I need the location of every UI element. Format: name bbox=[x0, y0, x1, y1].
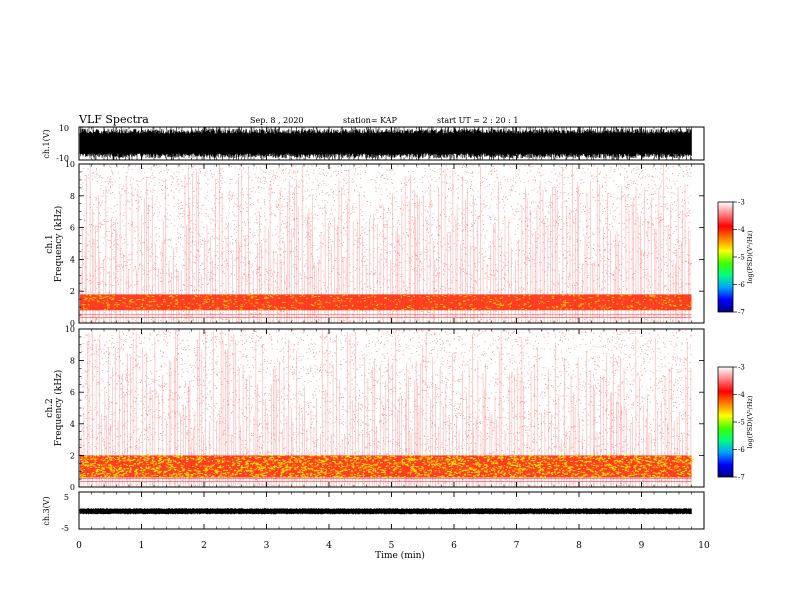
ch1-spectrogram-ylabel: Frequency (kHz) bbox=[53, 206, 64, 283]
freq-tick-label: 10 bbox=[65, 160, 75, 169]
date-label: Sep. 8 , 2020 bbox=[250, 116, 304, 125]
spectrogram-intense-band bbox=[80, 294, 692, 311]
figure-title: VLF Spectra bbox=[78, 113, 149, 126]
ch1-spectrogram-channel-label: ch.1 bbox=[45, 234, 55, 253]
freq-tick-label: 2 bbox=[70, 287, 75, 296]
freq-tick-label: 6 bbox=[70, 224, 75, 233]
ch1-ytick-top: 10 bbox=[59, 124, 69, 133]
freq-tick-label: 0 bbox=[70, 319, 75, 328]
colorbar-tick-label: -6 bbox=[738, 281, 745, 289]
spectrogram-yellow-speckle bbox=[81, 293, 693, 311]
ch3-waveform-trace bbox=[79, 508, 692, 515]
time-tick-label: 10 bbox=[698, 541, 710, 551]
ch1-colorbar-ramp bbox=[717, 201, 734, 313]
colorbar-tick-label: -5 bbox=[738, 419, 745, 427]
ch1-waveform-line bbox=[79, 127, 692, 160]
freq-tick-label: 0 bbox=[70, 483, 75, 492]
colorbar-tick-label: -6 bbox=[738, 446, 745, 454]
ch3-ytick-bottom: -5 bbox=[61, 524, 69, 533]
colorbar-tick-label: -7 bbox=[738, 474, 745, 482]
ch1-waveform-ylabel: ch.1(V) bbox=[42, 129, 51, 158]
ch2-colorbar-label: log(PSD)(V²/Hz) bbox=[746, 395, 754, 448]
freq-tick-label: 8 bbox=[70, 357, 75, 366]
freq-tick-label: 4 bbox=[70, 420, 75, 429]
ch2-spectrogram-panel: 0 2 4 6 8 10 ch.2 Frequency (kHz) bbox=[45, 325, 705, 492]
ch3-ytick-top: 5 bbox=[64, 493, 69, 502]
ch2-spectrogram-image bbox=[80, 329, 695, 487]
ch2-spectrogram-ylabel: Frequency (kHz) bbox=[53, 370, 64, 447]
ch2-colorbar: -3 -4 -5 -6 -7 log(PSD)(V²/Hz) bbox=[717, 364, 754, 482]
freq-tick-label: 4 bbox=[70, 255, 75, 264]
ch3-waveform-line bbox=[79, 508, 692, 515]
ch2-colorbar-ramp bbox=[717, 366, 734, 478]
ch2-spectrogram-channel-label: ch.2 bbox=[45, 398, 55, 417]
ch1-waveform-trace bbox=[79, 127, 692, 160]
spectrogram-yellow-speckle bbox=[80, 454, 695, 478]
time-tick-label: 6 bbox=[451, 541, 457, 551]
ch1-ytick-bottom: -10 bbox=[56, 154, 69, 163]
ch1-spectrogram-image bbox=[80, 164, 693, 323]
colorbar-tick-label: -4 bbox=[738, 226, 745, 234]
time-tick-label: 1 bbox=[139, 541, 145, 551]
time-tick-label: 9 bbox=[639, 541, 645, 551]
ch1-colorbar-ticks: -3 -4 -5 -6 -7 bbox=[733, 199, 745, 317]
time-axis-tick-labels: 0 1 2 3 4 5 6 7 8 9 10 bbox=[76, 541, 710, 551]
ch1-colorbar-label: log(PSD)(V²/Hz) bbox=[746, 230, 754, 283]
colorbar-tick-label: -4 bbox=[738, 391, 745, 399]
time-tick-label: 4 bbox=[326, 541, 332, 551]
time-axis-ticks bbox=[78, 127, 705, 529]
ch2-spectrogram-yticks: 0 2 4 6 8 10 bbox=[65, 325, 704, 492]
freq-tick-label: 2 bbox=[70, 451, 75, 460]
time-tick-label: 5 bbox=[389, 541, 395, 551]
colorbar-tick-label: -7 bbox=[738, 309, 745, 317]
colorbar-tick-label: -3 bbox=[738, 199, 745, 207]
time-tick-label: 8 bbox=[576, 541, 582, 551]
ch1-spectrogram-panel: 0 2 4 6 8 10 ch.1 Frequency (kHz) bbox=[45, 160, 705, 328]
freq-tick-label: 6 bbox=[70, 388, 75, 397]
station-label: station= KAP bbox=[343, 116, 398, 125]
time-tick-label: 0 bbox=[76, 541, 82, 551]
ch3-waveform-ylabel: ch.3(V) bbox=[42, 496, 51, 525]
time-axis-label: Time (min) bbox=[375, 550, 425, 561]
start-ut-label: start UT = 2 : 20 : 1 bbox=[437, 116, 518, 125]
time-tick-label: 7 bbox=[514, 541, 520, 551]
freq-tick-label: 10 bbox=[65, 325, 75, 334]
ch2-colorbar-ticks: -3 -4 -5 -6 -7 bbox=[733, 364, 745, 482]
colorbar-tick-label: -3 bbox=[738, 364, 745, 372]
time-tick-label: 3 bbox=[264, 541, 270, 551]
ch1-colorbar: -3 -4 -5 -6 -7 log(PSD)(V²/Hz) bbox=[717, 199, 754, 317]
freq-tick-label: 8 bbox=[70, 192, 75, 201]
time-tick-label: 2 bbox=[201, 541, 207, 551]
colorbar-tick-label: -5 bbox=[738, 254, 745, 262]
ch1-spectrogram-yticks: 0 2 4 6 8 10 bbox=[65, 160, 704, 328]
